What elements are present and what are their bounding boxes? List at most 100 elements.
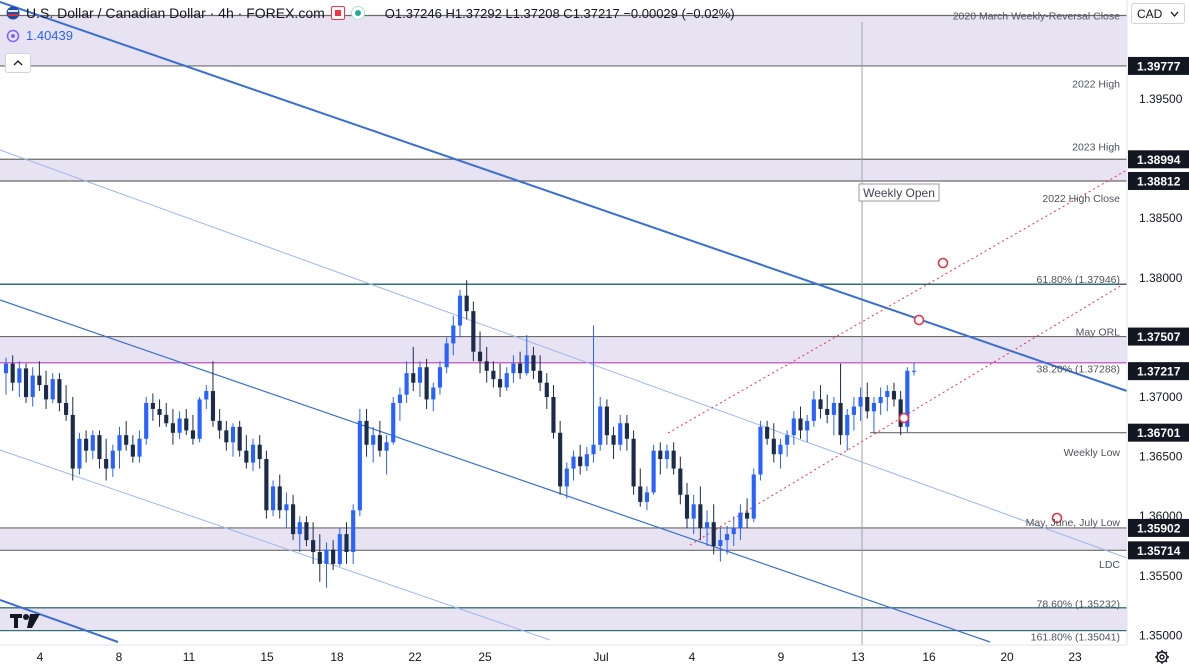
candle-body [364,420,369,445]
pivot-marker [898,412,910,424]
candle-body [250,444,256,463]
candle-body [878,397,883,403]
candle-body [10,363,15,383]
x-tick-label: 8 [116,650,123,664]
candle-body [518,363,523,374]
candle-body [417,367,423,383]
flag-icon [6,6,20,20]
candle-body [77,438,82,469]
candle-body [831,402,836,415]
candle-body [270,486,276,511]
candle-body [244,450,249,463]
level-annotation: 78.60% (1.35232) [1037,598,1120,610]
candle-body [37,375,42,386]
candle-body [23,368,29,398]
candle-body [317,552,322,564]
level-annotation: 2022 High [1072,78,1120,90]
currency-select[interactable]: CAD [1131,3,1185,24]
candle-body [164,414,169,424]
price-tag [1128,150,1189,169]
level-annotation: 38.20% (1.37288) [1037,363,1120,375]
candle-body [911,370,917,372]
indicator-value: 1.40439 [26,28,73,43]
zone-band [0,336,1127,363]
candle-body [444,343,449,368]
bottom-trendline [0,599,119,643]
candle-body [264,459,269,511]
candle-body [551,397,556,433]
candle-body [678,468,683,495]
price-tag-value: 1.36701 [1137,426,1181,440]
candle-body [331,549,336,564]
candle-body [484,361,489,371]
candle-body [871,402,877,412]
candle-body [351,510,356,553]
candle-body [845,414,850,436]
candle-body [377,435,382,451]
pivot-marker [1051,512,1063,524]
candle-body [671,450,676,469]
candle-body [651,450,656,493]
indicator-icon[interactable] [6,29,20,43]
candle-body [811,399,816,421]
candle-body [578,456,583,467]
current-price-tag [1128,362,1189,381]
candle-body [90,435,95,451]
x-tick-label: Jul [593,650,608,664]
candle-body [130,444,135,457]
candle-body [230,426,236,443]
x-tick-label: 22 [408,650,422,664]
y-tick-label: 1.36500 [1139,450,1183,464]
chart-title[interactable]: U.S. Dollar / Canadian Dollar · 4h · FOR… [26,5,325,21]
indicator-row: 1.40439 [6,28,73,43]
y-tick-label: 1.37000 [1139,390,1183,404]
price-tag-value: 1.35902 [1137,521,1181,535]
market-status-icon[interactable] [350,6,365,20]
candle-body [471,311,476,352]
candle-body [684,494,690,519]
collapse-legend-button[interactable] [5,53,31,73]
candle-body [905,370,910,427]
candle-body [511,363,516,374]
level-annotation: 2022 High Close [1042,193,1120,205]
candle-body [257,444,262,460]
candle-body [104,459,109,469]
candle-body [210,391,216,421]
candle-body [144,402,149,439]
pivot-marker [937,257,949,269]
tradingview-logo [8,612,42,630]
alert-flag-icon[interactable] [330,6,345,20]
price-tag-value: 1.38994 [1137,153,1181,167]
candle-body [64,402,69,415]
ohlc-values: O1.37246 H1.37292 L1.37208 C1.37217 −0.0… [384,5,735,21]
candle-body [451,325,456,344]
candle-body [124,435,129,445]
candle-body [384,442,389,451]
settings-gear-icon[interactable] [1153,648,1171,666]
pivot-marker [913,314,925,326]
candle-body [137,438,142,457]
chevron-down-icon [1170,11,1179,17]
legend-header: U.S. Dollar / Canadian Dollar · 4h · FOR… [6,3,735,23]
candle-body [778,444,783,455]
x-tick-label: 4 [37,650,44,664]
y-tick-label: 1.39500 [1139,92,1183,106]
candle-body [604,406,609,436]
zone-band [0,527,1127,551]
price-tag [1128,541,1189,560]
candle-body [43,385,49,400]
candle-body [745,512,750,519]
x-tick-label: 18 [330,650,344,664]
candle-body [891,391,897,400]
candle-body [851,406,856,415]
candle-body [758,426,763,475]
candle-body [344,534,349,553]
candle-body [564,468,569,487]
price-tag-value: 1.37507 [1137,330,1181,344]
candle-body [477,351,483,362]
ascending-channel-upper [667,169,1128,434]
candle-body [524,355,529,374]
price-tag-value: 1.35714 [1137,544,1181,558]
candle-body [30,375,35,398]
